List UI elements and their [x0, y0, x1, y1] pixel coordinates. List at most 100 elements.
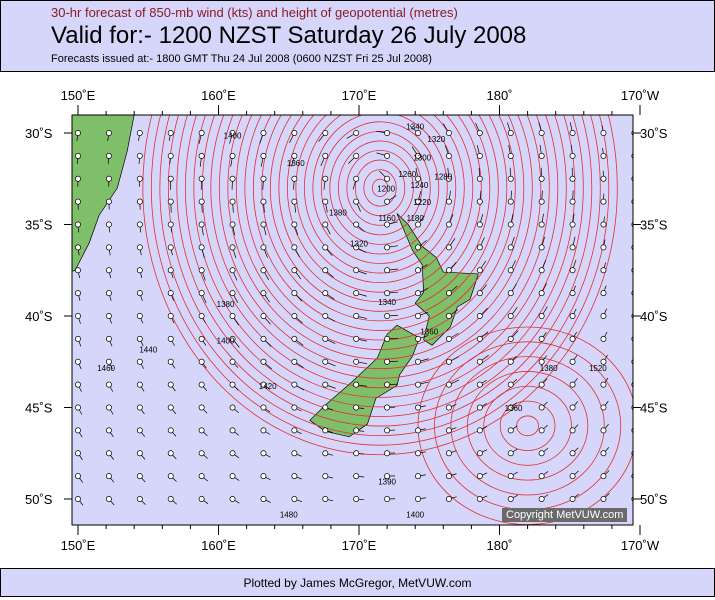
- wind-station: [415, 198, 421, 205]
- contour-label: 1180: [407, 214, 425, 223]
- latitude-label: 35˚S: [25, 218, 53, 233]
- wind-station: [353, 473, 360, 480]
- wind-station: [569, 290, 576, 297]
- wind-station: [105, 427, 112, 434]
- wind-station: [322, 404, 329, 411]
- wind-station: [476, 130, 483, 136]
- wind-station: [167, 130, 174, 136]
- wind-station: [229, 244, 236, 251]
- contour-line: [286, 115, 474, 293]
- contour-line: [320, 121, 440, 255]
- wind-station: [167, 175, 174, 182]
- wind-station: [198, 290, 205, 297]
- wind-station: [167, 313, 174, 319]
- contour-label: 1340: [378, 298, 396, 307]
- wind-station: [353, 267, 360, 274]
- contour-label: 1240: [411, 181, 429, 190]
- wind-station: [105, 473, 112, 480]
- wind-station: [291, 267, 298, 274]
- wind-station: [384, 335, 391, 342]
- wind-station: [136, 335, 143, 342]
- wind-station: [476, 450, 483, 457]
- wind-station: [198, 267, 205, 274]
- wind-station: [476, 335, 483, 342]
- wind-station: [322, 198, 329, 205]
- wind-station: [353, 381, 360, 388]
- wind-station: [322, 244, 329, 251]
- wind-station: [538, 152, 545, 159]
- wind-station: [105, 175, 112, 182]
- wind-station: [167, 450, 174, 457]
- wind-station: [600, 244, 607, 251]
- wind-station: [569, 244, 576, 251]
- wind-station: [322, 427, 329, 434]
- wind-station: [353, 221, 360, 228]
- wind-station: [538, 427, 545, 434]
- wind-station: [75, 450, 81, 457]
- forecast-subtitle: 30-hr forecast of 850-mb wind (kts) and …: [51, 5, 458, 20]
- wind-station: [538, 381, 545, 388]
- wind-station: [167, 335, 174, 342]
- wind-station: [384, 221, 391, 228]
- wind-station: [538, 244, 545, 251]
- wind-station: [538, 290, 545, 297]
- wind-station: [476, 381, 483, 388]
- wind-station: [476, 152, 483, 159]
- wind-barb: [634, 240, 635, 248]
- wind-station: [476, 313, 483, 319]
- wind-station: [507, 381, 514, 388]
- wind-station: [569, 473, 576, 480]
- wind-station: [353, 335, 360, 342]
- wind-station: [229, 313, 236, 319]
- wind-station: [167, 152, 174, 159]
- wind-station: [384, 358, 391, 365]
- contour-line: [483, 385, 572, 466]
- wind-station: [105, 221, 112, 228]
- wind-station: [569, 427, 576, 434]
- wind-station: [136, 496, 143, 502]
- wind-station: [322, 267, 329, 274]
- wind-station: [105, 267, 112, 274]
- wind-station: [136, 267, 143, 274]
- wind-station: [507, 267, 514, 274]
- wind-station: [198, 427, 205, 434]
- wind-station: [384, 427, 391, 434]
- wind-station: [353, 450, 360, 457]
- wind-station: [136, 404, 143, 411]
- wind-station: [507, 290, 514, 297]
- wind-station: [507, 130, 514, 136]
- longitude-label: 180˚: [486, 538, 512, 553]
- wind-barb: [634, 401, 638, 408]
- latitude-label: 50˚S: [640, 492, 668, 507]
- wind-station: [600, 381, 607, 388]
- header: 30-hr forecast of 850-mb wind (kts) and …: [0, 0, 715, 72]
- wind-station: [105, 381, 112, 388]
- latitude-label: 45˚S: [640, 401, 668, 416]
- wind-station: [600, 290, 607, 297]
- contour-line: [303, 115, 457, 274]
- wind-station: [507, 404, 514, 411]
- contour-label: 1400: [224, 131, 242, 140]
- wind-station: [136, 358, 143, 365]
- wind-station: [260, 427, 267, 434]
- wind-station: [569, 358, 576, 365]
- wind-station: [229, 496, 236, 502]
- contour-label: 1380: [329, 208, 347, 217]
- wind-station: [229, 358, 236, 365]
- wind-station: [260, 175, 267, 182]
- contour-label: 1380: [217, 300, 235, 309]
- wind-station: [105, 313, 112, 319]
- wind-station: [445, 290, 452, 297]
- wind-station: [198, 335, 205, 342]
- wind-station: [198, 221, 205, 228]
- contour-line: [278, 115, 482, 303]
- wind-station: [445, 450, 452, 457]
- wind-station: [105, 496, 112, 502]
- longitude-label: 180˚: [486, 88, 512, 103]
- wind-station: [260, 313, 267, 319]
- wind-station: [538, 130, 545, 136]
- wind-station: [384, 496, 391, 502]
- wind-station: [384, 175, 391, 182]
- wind-station: [75, 267, 81, 274]
- latitude-label: 50˚S: [25, 492, 53, 507]
